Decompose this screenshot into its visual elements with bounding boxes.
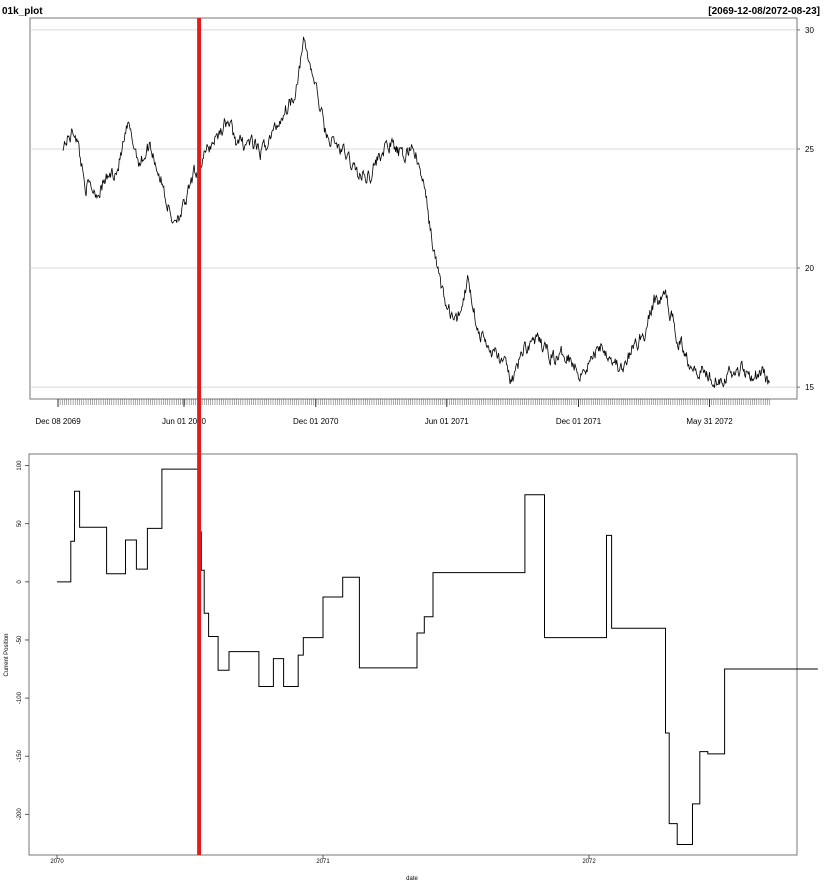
top-x-tick-label: May 31 2072	[686, 417, 733, 426]
bottom-x-tick-label: 2070	[50, 859, 64, 865]
top-plot-frame	[29, 17, 798, 400]
bottom-x-axis-label: date	[406, 876, 418, 882]
top-y-tick-label: 25	[805, 145, 814, 154]
bottom-y-tick-label: 50	[17, 520, 23, 527]
bottom-y-tick-label: -150	[17, 750, 23, 763]
position-step-line	[57, 468, 818, 845]
top-x-tick-label: Dec 01 2071	[556, 417, 602, 426]
bottom-plot-frame	[28, 453, 798, 856]
bottom-y-tick-label: 0	[17, 580, 23, 584]
top-x-tick-label: Jun 01 2071	[425, 417, 470, 426]
top-y-tick-label: 20	[805, 264, 814, 273]
bottom-y-axis-label: Current Position	[4, 633, 10, 676]
top-y-tick-label: 15	[805, 383, 814, 392]
top-x-tick-label: Dec 01 2070	[293, 417, 339, 426]
top-x-tick-label: Dec 08 2069	[35, 417, 81, 426]
bottom-y-tick-label: -100	[17, 691, 23, 704]
bottom-x-tick-label: 2072	[582, 859, 596, 865]
bottom-y-tick-label: -200	[17, 808, 23, 821]
top-chart-title: 01k_plot	[2, 6, 43, 17]
top-chart-date-range: [2069-12-08/2072-08-23]	[708, 6, 820, 17]
bottom-y-tick-label: -50	[17, 635, 23, 644]
top-x-minor-ticks	[57, 399, 770, 405]
chart-layers: 15 20 25 30 Dec 08 2069 Jun 01 2070 Dec 01 207…	[17, 17, 818, 865]
bottom-x-tick-label: 2071	[316, 859, 330, 865]
top-x-tick-label: Jun 01 2070	[162, 417, 207, 426]
top-y-tick-label: 30	[805, 26, 814, 35]
top-series-line	[62, 36, 771, 388]
bottom-y-tick-label: 100	[17, 460, 23, 471]
